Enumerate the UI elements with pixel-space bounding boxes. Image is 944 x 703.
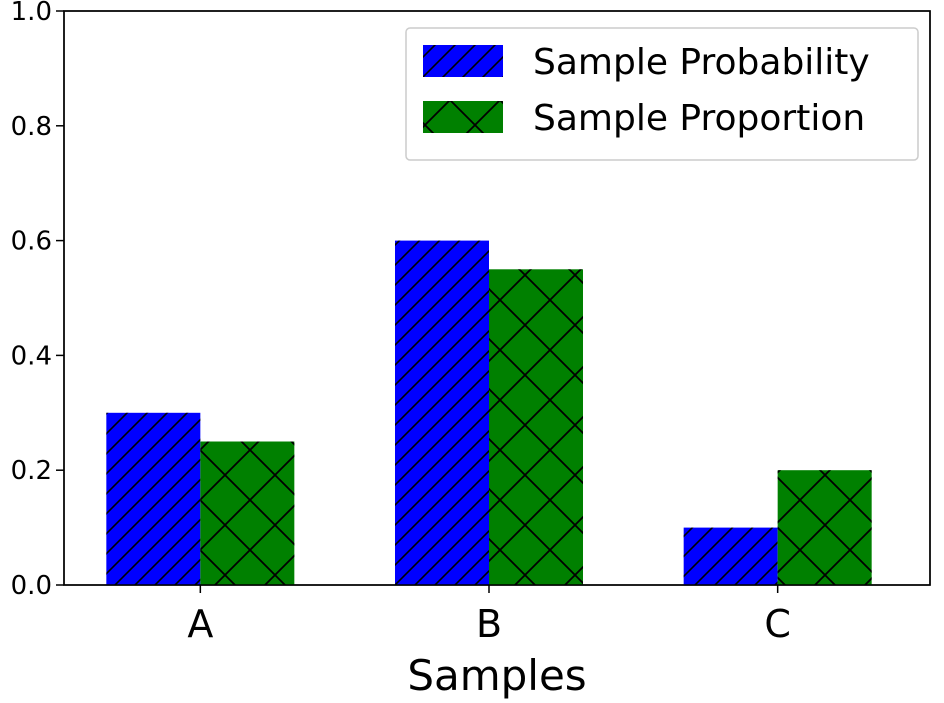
bar-hatch [777,470,872,585]
bar-hatch [489,269,583,585]
bars [106,240,872,585]
legend-label: Sample Proportion [533,98,865,139]
y-tick-label: 0.2 [11,456,52,486]
legend-label: Sample Probability [533,42,870,83]
bar-hatch [395,240,489,585]
x-axis: A B C [187,585,791,646]
legend-frame [405,27,919,161]
x-axis-label: Samples [407,651,586,700]
axes-frame [63,10,931,586]
y-tick-label: 0.8 [11,112,52,142]
bar-hatch [683,527,778,585]
legend-swatch-hatch [423,45,503,77]
bar-hatch [106,412,201,585]
legend: Sample Probability Sample Proportion [405,27,919,161]
legend-swatch-hatch [423,101,503,133]
x-tick-label: A [187,602,213,646]
y-tick-label: 0.6 [11,227,52,257]
y-axis: 0.0 0.2 0.4 0.6 0.8 1.0 [11,0,64,601]
y-tick-label: 1.0 [11,0,52,27]
y-tick-label: 0.0 [11,571,52,601]
bar-hatch [200,441,295,585]
y-tick-label: 0.4 [11,341,52,371]
x-tick-label: B [476,602,502,646]
x-tick-label: C [764,602,791,646]
